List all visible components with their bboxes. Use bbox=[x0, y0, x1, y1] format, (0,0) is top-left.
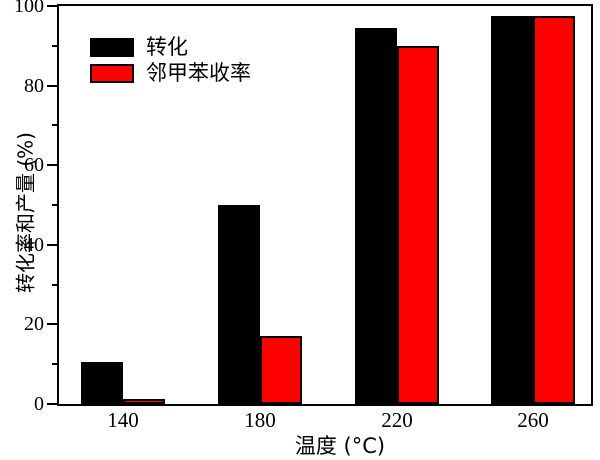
y-major-tick bbox=[47, 5, 57, 7]
y-tick-label: 60 bbox=[24, 154, 44, 177]
bar-yield-220 bbox=[397, 45, 439, 404]
x-tick-label: 180 bbox=[244, 408, 276, 432]
bar-yield-180 bbox=[260, 336, 302, 404]
y-minor-tick bbox=[52, 363, 57, 366]
y-tick-label: 40 bbox=[24, 233, 44, 256]
legend-swatch-yield bbox=[90, 64, 134, 83]
bar-yield-140 bbox=[123, 398, 165, 404]
y-minor-tick bbox=[52, 283, 57, 286]
y-minor-tick bbox=[52, 204, 57, 206]
y-minor-tick bbox=[52, 44, 57, 47]
x-axis-title: 温度 (°C) bbox=[294, 434, 386, 458]
y-major-tick bbox=[47, 403, 57, 405]
legend-label-conversion: 转化 bbox=[146, 35, 188, 59]
x-tick-label: 140 bbox=[107, 408, 139, 432]
y-minor-tick bbox=[52, 124, 57, 127]
y-major-tick bbox=[47, 164, 57, 167]
y-major-tick bbox=[47, 84, 57, 87]
bar-conversion-220 bbox=[355, 27, 397, 404]
bar-yield-260 bbox=[533, 15, 575, 404]
y-tick-label: 0 bbox=[34, 393, 44, 415]
y-major-tick bbox=[47, 323, 57, 326]
legend-swatch-conversion bbox=[90, 38, 134, 57]
bar-conversion-140 bbox=[81, 362, 123, 404]
x-tick-label: 260 bbox=[517, 408, 549, 432]
legend-label-yield: 邻甲苯收率 bbox=[146, 61, 251, 85]
y-major-tick bbox=[47, 243, 57, 246]
y-tick-label: 20 bbox=[24, 313, 44, 336]
bar-conversion-260 bbox=[491, 15, 533, 404]
bar-conversion-180 bbox=[218, 205, 260, 404]
y-tick-label: 80 bbox=[24, 74, 44, 97]
x-tick-label: 220 bbox=[381, 408, 413, 432]
plot-area bbox=[57, 4, 593, 406]
y-tick-label: 100 bbox=[14, 0, 44, 17]
